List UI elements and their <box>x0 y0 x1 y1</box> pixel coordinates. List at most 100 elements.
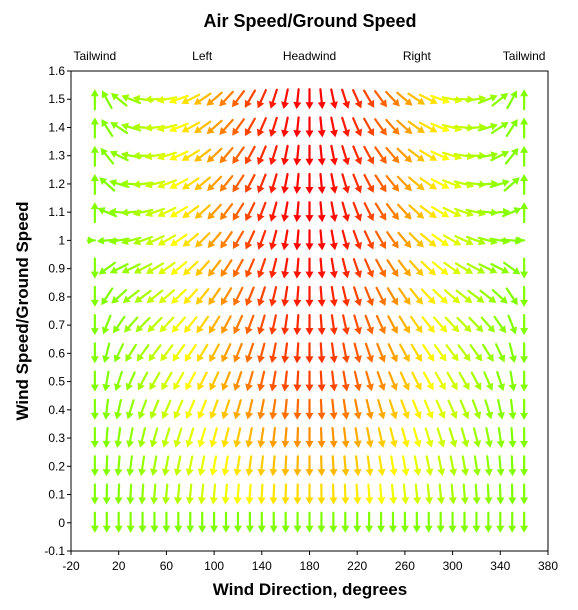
wind-arrow <box>446 371 458 391</box>
arrow-head <box>437 468 446 477</box>
arrow-shaft <box>408 232 421 244</box>
arrow-head <box>209 468 218 477</box>
arrow-head <box>147 324 156 333</box>
wind-arrow <box>305 370 314 392</box>
arrow-shaft <box>248 483 252 499</box>
wind-arrow <box>244 173 256 193</box>
wind-arrow <box>281 257 290 279</box>
arrow-head <box>417 97 426 105</box>
wind-arrow <box>413 455 422 477</box>
arrow-shaft <box>199 399 207 414</box>
arrow-shaft <box>272 370 277 386</box>
wind-arrow <box>126 427 134 448</box>
arrow-head <box>208 268 216 277</box>
wind-arrow <box>185 427 195 448</box>
wind-arrow <box>281 398 290 420</box>
wind-arrow <box>281 144 289 166</box>
arrow-shaft <box>126 263 141 272</box>
arrow-head <box>220 268 228 278</box>
arrow-shaft <box>259 229 267 245</box>
wind-arrow <box>233 455 242 477</box>
arrow-head <box>500 121 509 130</box>
arrow-shaft <box>453 207 469 215</box>
wind-arrow <box>257 511 266 533</box>
wind-arrow <box>90 342 99 364</box>
wind-arrow <box>197 483 206 505</box>
wind-arrow <box>420 260 436 276</box>
wind-arrow <box>221 315 232 334</box>
arrow-head <box>98 267 107 275</box>
wind-arrow <box>432 288 448 304</box>
arrow-head <box>464 266 474 274</box>
arrow-shaft <box>342 314 348 330</box>
arrow-head <box>329 299 338 307</box>
arrow-shaft <box>398 315 408 329</box>
arrow-head <box>427 325 435 333</box>
arrow-shaft <box>355 483 359 499</box>
arrow-head <box>453 209 462 218</box>
wind-arrow <box>422 371 434 391</box>
wind-arrow <box>194 148 212 162</box>
arrow-shaft <box>486 455 490 471</box>
arrow-head <box>244 156 252 165</box>
arrow-shaft <box>235 286 244 301</box>
wind-arrow <box>125 371 136 391</box>
arrow-shaft <box>331 426 335 443</box>
arrow-head <box>329 469 338 477</box>
wind-arrow <box>341 145 350 166</box>
wind-arrow <box>305 116 314 138</box>
wind-arrow <box>436 511 445 533</box>
wind-arrow <box>150 455 158 477</box>
wind-arrow <box>329 173 338 194</box>
arrow-head <box>257 355 265 364</box>
arrow-head <box>138 468 147 477</box>
wind-arrow <box>232 118 245 136</box>
wind-arrow <box>114 427 123 448</box>
wind-arrow <box>443 289 461 304</box>
arrow-head <box>413 468 422 477</box>
wind-arrow <box>170 261 188 275</box>
arrow-shaft <box>471 399 479 414</box>
arrow-head <box>477 266 486 274</box>
arrow-shaft <box>418 93 433 102</box>
wind-arrow <box>221 483 230 505</box>
wind-arrow <box>388 371 398 391</box>
wind-arrow <box>114 511 123 533</box>
wind-arrow <box>352 89 363 109</box>
arrow-head <box>269 270 277 279</box>
wind-arrow <box>220 231 233 249</box>
wind-arrow <box>353 511 362 533</box>
wind-arrow <box>293 511 302 533</box>
arrow-shaft <box>103 261 116 272</box>
wind-arrow <box>90 117 99 139</box>
arrow-shaft <box>341 116 348 132</box>
arrow-head <box>489 266 498 274</box>
arrow-head <box>429 153 438 161</box>
arrow-shaft <box>128 399 135 414</box>
arrow-shaft <box>330 88 336 104</box>
wind-arrow <box>233 399 242 420</box>
arrow-shaft <box>319 314 323 330</box>
arrow-head <box>293 299 302 307</box>
arrow-head <box>461 439 470 448</box>
arrow-head <box>305 243 314 251</box>
arrow-head <box>281 129 289 138</box>
arrow-head <box>169 210 178 218</box>
arrow-shaft <box>414 483 419 499</box>
wind-arrow <box>269 286 278 307</box>
arrow-shaft <box>505 123 515 137</box>
arrow-shaft <box>224 455 229 471</box>
arrow-head <box>496 468 505 477</box>
wind-arrow <box>169 150 189 161</box>
wind-arrow <box>491 289 508 304</box>
arrow-head <box>197 439 206 448</box>
wind-arrow <box>496 370 506 392</box>
arrow-head <box>281 327 290 336</box>
arrow-head <box>377 468 386 477</box>
arrow-shaft <box>377 399 383 414</box>
arrow-shaft <box>408 204 421 216</box>
wind-arrow <box>430 178 450 189</box>
wind-arrow <box>425 483 434 505</box>
wind-arrow <box>245 399 254 420</box>
